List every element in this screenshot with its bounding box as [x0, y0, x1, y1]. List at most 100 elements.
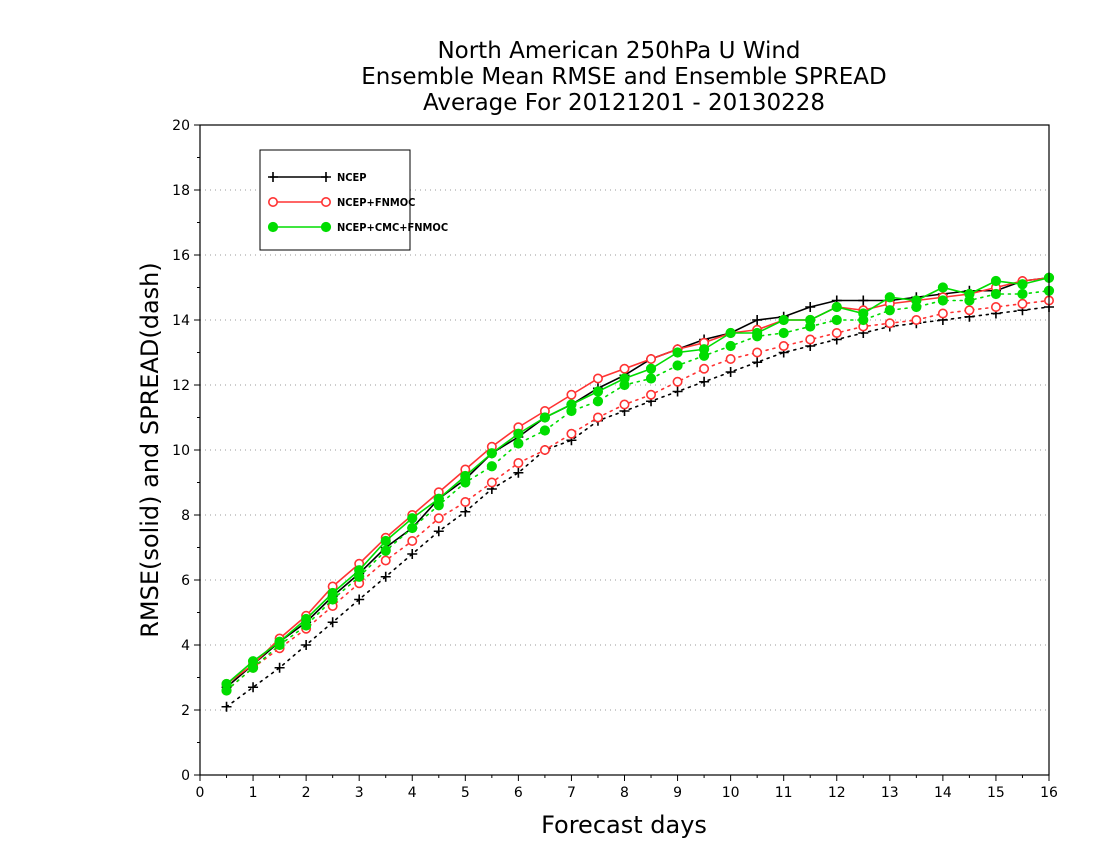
x-tick-label: 7: [567, 785, 576, 801]
spread-point-ncep-fnmoc: [884, 318, 895, 329]
spread-point-ncep-cmc-fnmoc: [1017, 288, 1028, 300]
rmse-point-ncep-cmc-fnmoc: [725, 327, 736, 339]
spread-point-ncep-fnmoc: [752, 347, 763, 358]
x-tick-label: 16: [1040, 785, 1058, 801]
rmse-point-ncep-cmc-fnmoc: [619, 373, 630, 384]
legend-label-ncep: NCEP: [337, 171, 367, 184]
rmse-line-ncep-fnmoc: [226, 276, 1050, 685]
spread-point-ncep-fnmoc: [592, 412, 603, 423]
x-tick-label: 8: [620, 785, 629, 801]
y-tick-label: 8: [181, 508, 190, 524]
rmse-point-ncep-cmc-fnmoc: [752, 327, 763, 339]
spread-point-ncep: [460, 506, 471, 517]
spread-point-ncep: [672, 386, 683, 397]
rmse-point-ncep-fnmoc: [566, 389, 577, 400]
spread-point-ncep-fnmoc: [380, 555, 391, 566]
y-tick-label: 2: [181, 703, 190, 719]
legend-marker-ncep: [321, 172, 331, 182]
x-tick-label: 14: [934, 785, 952, 801]
rmse-point-ncep-cmc-fnmoc: [566, 399, 577, 410]
spread-point-ncep-cmc-fnmoc: [645, 373, 657, 384]
x-tick-label: 0: [196, 785, 205, 801]
spread-point-ncep-fnmoc: [990, 301, 1001, 312]
spread-line-ncep-cmc-fnmoc: [225, 289, 1050, 692]
spread-point-ncep-cmc-fnmoc: [486, 461, 497, 472]
rmse-line-ncep: [226, 276, 1050, 688]
rmse-point-ncep-cmc-fnmoc: [778, 314, 789, 326]
rmse-point-ncep-cmc-fnmoc: [513, 428, 524, 439]
spread-point-ncep: [725, 367, 736, 377]
series-ncep-fnmoc: [221, 272, 1055, 696]
rmse-point-ncep-cmc-fnmoc: [911, 295, 922, 306]
x-tick-label: 5: [461, 785, 470, 801]
spread-point-ncep-cmc-fnmoc: [513, 438, 524, 449]
rmse-point-ncep-cmc-fnmoc: [645, 363, 657, 374]
rmse-point-ncep-cmc-fnmoc: [672, 347, 683, 358]
x-tick-label: 10: [722, 785, 740, 801]
spread-point-ncep-fnmoc: [964, 305, 975, 316]
y-tick-label: 20: [172, 118, 190, 134]
y-tick-label: 10: [172, 443, 190, 459]
y-tick-label: 18: [172, 183, 190, 199]
rmse-point-ncep-cmc-fnmoc: [937, 282, 948, 293]
spread-point-ncep-fnmoc: [619, 399, 630, 410]
y-axis-title: RMSE(solid) and SPREAD(dash): [136, 262, 164, 638]
spread-point-ncep-cmc-fnmoc: [380, 545, 391, 556]
x-tick-label: 9: [673, 785, 682, 801]
rmse-point-ncep-fnmoc: [619, 363, 630, 374]
rmse-point-ncep-cmc-fnmoc: [460, 470, 471, 482]
rmse-point-ncep: [858, 295, 869, 306]
y-tick-label: 16: [172, 248, 190, 264]
rmse-point-ncep-cmc-fnmoc: [1017, 279, 1028, 290]
spread-point-ncep: [752, 357, 763, 368]
spread-point-ncep-fnmoc: [699, 363, 710, 374]
spread-point-ncep-fnmoc: [805, 334, 816, 345]
x-tick-label: 15: [987, 785, 1005, 801]
spread-point-ncep: [380, 571, 391, 582]
rmse-point-ncep-cmc-fnmoc: [433, 493, 444, 504]
spread-point-ncep-fnmoc: [937, 308, 948, 319]
spread-point-ncep-fnmoc: [486, 477, 497, 488]
spread-point-ncep-fnmoc: [539, 444, 550, 455]
spread-point-ncep-fnmoc: [778, 340, 789, 351]
spread-point-ncep-fnmoc: [407, 535, 418, 546]
x-tick-label: 2: [302, 785, 311, 801]
x-tick-label: 11: [775, 785, 793, 801]
x-tick-label: 13: [881, 785, 899, 801]
y-tick-label: 0: [181, 768, 190, 784]
y-tick-label: 4: [181, 638, 190, 654]
spread-point-ncep-fnmoc: [646, 389, 657, 400]
spread-point-ncep: [433, 526, 444, 537]
y-tick-label: 14: [172, 313, 190, 329]
legend-label-ncep-fnmoc: NCEP+FNMOC: [337, 196, 415, 209]
legend-marker-ncep-cmc-fnmoc: [267, 221, 279, 233]
x-tick-label: 6: [514, 785, 523, 801]
legend-marker-ncep: [268, 172, 278, 182]
rmse-point-ncep: [752, 315, 763, 325]
spread-point-ncep-fnmoc: [911, 314, 922, 325]
spread-point-ncep: [221, 701, 232, 712]
legend-label-ncep-cmc-fnmoc: NCEP+CMC+FNMOC: [337, 221, 448, 234]
rmse-point-ncep-cmc-fnmoc: [380, 535, 391, 547]
series-ncep-cmc-fnmoc: [221, 272, 1055, 696]
rmse-point-ncep-cmc-fnmoc: [327, 587, 338, 599]
legend-marker-ncep-fnmoc: [267, 197, 278, 208]
rmse-point-ncep-cmc-fnmoc: [964, 288, 975, 300]
spread-point-ncep-fnmoc: [460, 496, 471, 507]
rmse-point-ncep-fnmoc: [646, 353, 657, 364]
rmse-point-ncep-cmc-fnmoc: [592, 386, 604, 397]
spread-point-ncep-cmc-fnmoc: [778, 327, 789, 339]
rmse-point-ncep-cmc-fnmoc: [486, 448, 497, 459]
spread-point-ncep: [327, 617, 338, 628]
spread-point-ncep: [407, 549, 418, 559]
grid-layer: [200, 189, 1049, 711]
rmse-point-ncep-cmc-fnmoc: [221, 678, 232, 690]
series-ncep: [221, 272, 1054, 712]
rmse-point-ncep-cmc-fnmoc: [539, 412, 551, 423]
spread-point-ncep: [513, 467, 524, 478]
spread-point-ncep-fnmoc: [831, 327, 842, 338]
legend: NCEP NCEP+FNMOC NCEP+CMC+FNMOC: [259, 149, 448, 251]
x-tick-label: 12: [828, 785, 846, 801]
